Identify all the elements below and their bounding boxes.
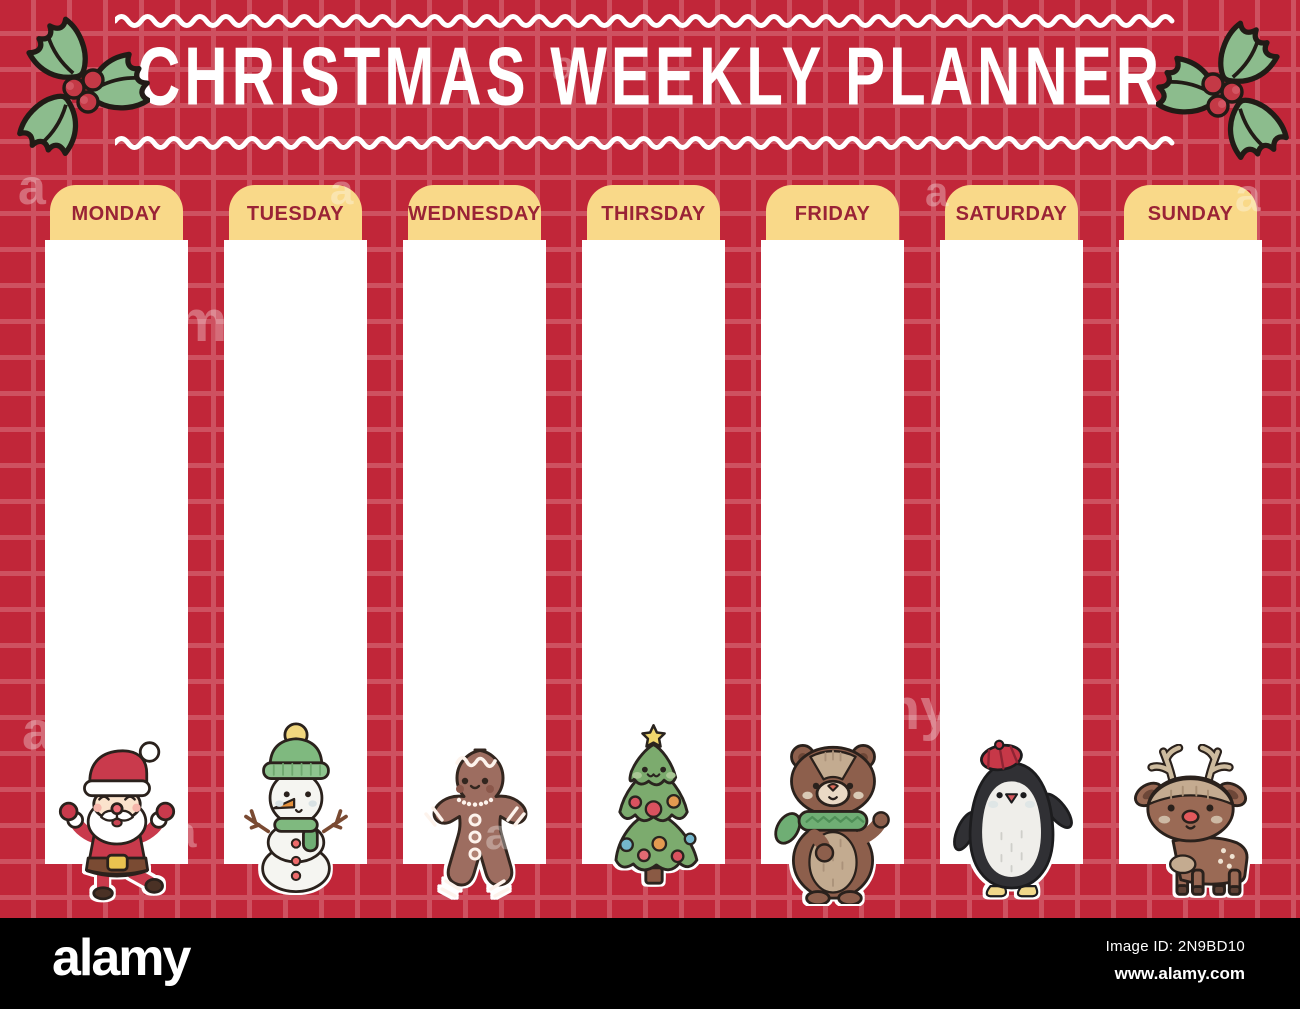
day-column-sunday: SUNDAY [1119, 185, 1262, 896]
day-column-monday: MONDAY [45, 185, 188, 901]
holly-icon [1156, 20, 1289, 161]
day-label: WEDNESDAY [408, 202, 541, 225]
deer-icon [1120, 743, 1262, 904]
day-label: MONDAY [71, 202, 162, 225]
day-column-tuesday: TUESDAY [224, 185, 367, 893]
day-notes-area [1119, 240, 1262, 864]
day-label: TUESDAY [246, 202, 345, 225]
day-tab: SUNDAY [1124, 185, 1257, 243]
snowman-icon [233, 718, 359, 904]
day-label: SUNDAY [1147, 202, 1234, 225]
squiggle-line-icon [115, 136, 1175, 150]
christmas-tree-icon [589, 718, 719, 904]
day-tab: MONDAY [50, 185, 183, 243]
day-label: SATURDAY [955, 202, 1068, 225]
holly-icon [17, 16, 150, 157]
day-column-saturday: SATURDAY [940, 185, 1083, 898]
gingerbread-man-icon [419, 740, 531, 904]
day-tab: SATURDAY [945, 185, 1078, 243]
squiggle-line-icon [115, 14, 1175, 28]
day-tab: FRIDAY [766, 185, 899, 243]
santa-icon [51, 732, 183, 904]
day-column-wednesday: WEDNESDAY [403, 185, 546, 898]
page-title: CHRISTMAS WEEKLY PLANNER [136, 30, 1164, 123]
website-url: www.alamy.com [1114, 964, 1245, 983]
penguin-icon [950, 736, 1074, 904]
day-label: THIRSDAY [601, 202, 706, 225]
footer-bar: alamy Image ID: 2N9BD10 www.alamy.com [0, 918, 1300, 1009]
image-id: Image ID: 2N9BD10 [1105, 938, 1245, 955]
day-tab: WEDNESDAY [408, 185, 541, 243]
day-tab: THIRSDAY [587, 185, 720, 243]
day-column-friday: FRIDAY [761, 185, 904, 907]
alamy-logo: alamy [52, 929, 191, 987]
day-column-thirsday: THIRSDAY [582, 185, 725, 885]
day-label: FRIDAY [794, 202, 871, 225]
day-tab: TUESDAY [229, 185, 362, 243]
bear-icon [767, 732, 899, 907]
